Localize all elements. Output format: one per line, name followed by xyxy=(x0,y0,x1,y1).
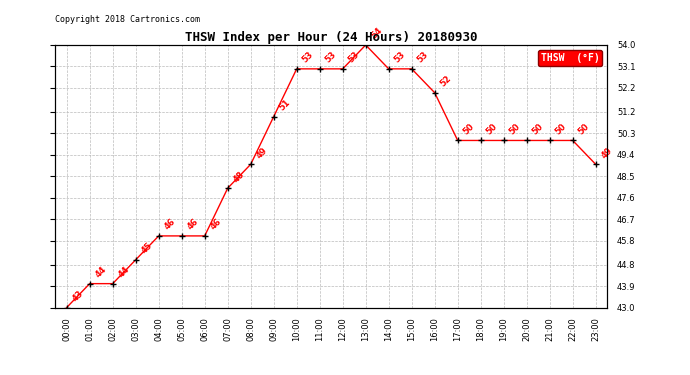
Text: 46: 46 xyxy=(209,217,224,232)
Text: 50: 50 xyxy=(531,122,546,136)
Text: 44: 44 xyxy=(94,265,108,279)
Text: 50: 50 xyxy=(462,122,477,136)
Text: 53: 53 xyxy=(324,50,339,65)
Text: 50: 50 xyxy=(554,122,569,136)
Text: 44: 44 xyxy=(117,265,132,279)
Legend: THSW  (°F): THSW (°F) xyxy=(538,50,602,66)
Text: 49: 49 xyxy=(255,146,270,160)
Text: 50: 50 xyxy=(485,122,500,136)
Text: 50: 50 xyxy=(577,122,591,136)
Text: 45: 45 xyxy=(140,241,155,256)
Text: 51: 51 xyxy=(278,98,293,112)
Title: THSW Index per Hour (24 Hours) 20180930: THSW Index per Hour (24 Hours) 20180930 xyxy=(185,31,477,44)
Text: 53: 53 xyxy=(347,50,362,65)
Text: 43: 43 xyxy=(71,289,86,303)
Text: 46: 46 xyxy=(163,217,177,232)
Text: 46: 46 xyxy=(186,217,201,232)
Text: 53: 53 xyxy=(393,50,408,65)
Text: 49: 49 xyxy=(600,146,615,160)
Text: 53: 53 xyxy=(416,50,431,65)
Text: 54: 54 xyxy=(370,26,384,41)
Text: 50: 50 xyxy=(508,122,522,136)
Text: 53: 53 xyxy=(301,50,315,65)
Text: 52: 52 xyxy=(439,74,453,88)
Text: Copyright 2018 Cartronics.com: Copyright 2018 Cartronics.com xyxy=(55,15,200,24)
Text: 48: 48 xyxy=(232,170,246,184)
